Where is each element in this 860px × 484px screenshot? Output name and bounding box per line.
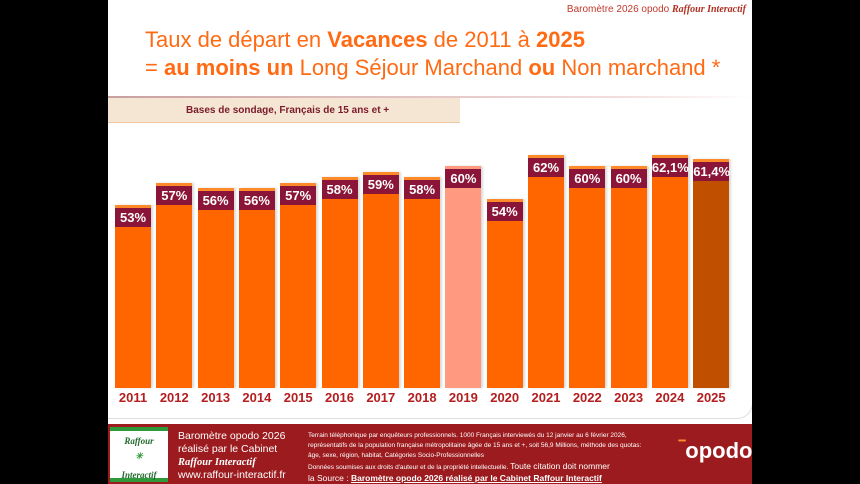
t: Long Séjour Marchand <box>293 55 529 80</box>
x-tick-label: 2011 <box>118 390 148 405</box>
bar-cap <box>156 182 193 186</box>
page-title: Taux de départ en Vacances de 2011 à 202… <box>145 26 720 82</box>
bar-2023: 60% <box>610 166 647 388</box>
x-tick-label: 2015 <box>283 390 313 405</box>
bar-2020: 54% <box>486 199 523 388</box>
f: Baromètre opodo 2026 <box>178 430 286 442</box>
data-label: 53% <box>115 207 151 227</box>
bar-2024: 62,1% <box>651 154 689 388</box>
data-label: 57% <box>156 185 193 205</box>
logo-bottom: Interactif <box>121 470 157 480</box>
slide: Baromètre 2026 opodo Raffour Interactif … <box>108 0 752 484</box>
bar-2017: 59% <box>362 171 399 388</box>
bar-2011: 53% <box>115 204 151 388</box>
header: Baromètre 2026 opodo Raffour Interactif <box>567 4 746 15</box>
bar-2022: 60% <box>569 166 606 388</box>
bar-2014: 56% <box>238 188 275 388</box>
t: = <box>145 55 164 80</box>
bar-cap <box>610 166 647 170</box>
bar-cap <box>569 166 606 170</box>
bar-2025: 61,4% <box>693 158 731 388</box>
bar-2013: 56% <box>197 188 234 388</box>
data-label: 56% <box>238 191 275 211</box>
t: au moins un <box>163 55 294 80</box>
t: 2025 <box>536 27 585 52</box>
website-link[interactable]: www.raffour-interactif.fr <box>178 469 286 481</box>
x-tick-label: 2018 <box>407 390 437 405</box>
footer: Raffour ✳ Interactif Baromètre opodo 2026 r… <box>108 424 752 484</box>
data-label: 61,4% <box>693 161 731 181</box>
data-label: 59% <box>362 174 399 194</box>
data-label: 60% <box>445 169 482 189</box>
bar-2012: 57% <box>156 182 193 388</box>
t: de 2011 à <box>427 27 537 52</box>
x-tick-label: 2020 <box>490 390 520 405</box>
data-label: 54% <box>486 202 523 222</box>
bar-2021: 62% <box>528 155 564 388</box>
t: ou <box>528 55 556 80</box>
x-tick-label: 2014 <box>242 390 272 405</box>
data-label: 57% <box>280 185 317 205</box>
t: Taux de départ en <box>145 27 328 52</box>
t: Vacances <box>327 27 428 52</box>
logo-top: Raffour <box>124 436 154 446</box>
data-label: 58% <box>321 180 358 200</box>
bar-2019: 60% <box>445 166 482 388</box>
x-tick-label: 2022 <box>572 390 602 405</box>
footer-credit: Baromètre opodo 2026 réalisé par le Cabin… <box>178 430 286 482</box>
x-tick-label: 2012 <box>159 390 189 405</box>
data-label: 60% <box>610 169 647 189</box>
raffour-logo: Raffour ✳ Interactif <box>110 427 168 482</box>
f: Toute citation doit nommer <box>510 461 610 471</box>
base-label-box: Bases de sondage, Français de 15 ans et … <box>108 98 460 123</box>
data-label: 62% <box>528 158 564 178</box>
data-label: 56% <box>197 191 234 211</box>
x-tick-label: 2021 <box>531 390 561 405</box>
bar-cap <box>651 154 688 158</box>
header-text: Baromètre 2026 opodo <box>566 4 670 15</box>
methodology: Terrain téléphonique par enquêteurs prof… <box>308 431 648 484</box>
data-label: 58% <box>404 180 441 200</box>
data-label: 62,1% <box>651 157 689 177</box>
bar-cap <box>197 188 234 192</box>
x-tick-label: 2023 <box>614 390 644 405</box>
f: Raffour Interactif <box>178 457 256 468</box>
bar-2018: 58% <box>404 177 441 388</box>
x-tick-label: 2024 <box>655 390 685 405</box>
base-label: Bases de sondage, Français de 15 ans et … <box>186 105 390 116</box>
source: Baromètre opodo 2026 réalisé par le Cabi… <box>351 473 602 483</box>
f: Terrain téléphonique par enquêteurs prof… <box>308 432 642 459</box>
x-tick-label: 2016 <box>325 390 354 405</box>
f: la Source : <box>308 473 351 483</box>
bar-2016: 58% <box>321 177 358 388</box>
bar-chart: 53% 2011 57% 2012 56% 2013 56% 2014 57% 2015 58% 20… <box>108 128 752 419</box>
divider <box>108 96 752 98</box>
bar-cap <box>238 188 275 192</box>
bar-cap <box>693 158 730 162</box>
f: Données soumises aux droits d'auteur et … <box>308 464 509 471</box>
t: Non marchand * <box>555 55 721 80</box>
x-tick-label: 2017 <box>366 390 396 405</box>
bar-cap <box>362 171 399 175</box>
bar-cap <box>280 182 317 186</box>
bar-cap <box>404 177 441 181</box>
bar-cap <box>115 204 151 208</box>
data-label: 60% <box>569 169 606 189</box>
f: réalisé par le Cabinet <box>178 443 278 455</box>
x-tick-label: 2025 <box>696 390 726 405</box>
bar-2015: 57% <box>280 182 317 388</box>
bar-cap <box>528 155 564 159</box>
bar-cap <box>321 177 358 181</box>
bar-cap <box>486 199 523 203</box>
x-tick-label: 2019 <box>448 390 478 405</box>
x-tick-label: 2013 <box>201 390 231 405</box>
header-brand: Raffour Interactif <box>672 4 746 15</box>
opodo-logo: opodo <box>678 438 752 464</box>
